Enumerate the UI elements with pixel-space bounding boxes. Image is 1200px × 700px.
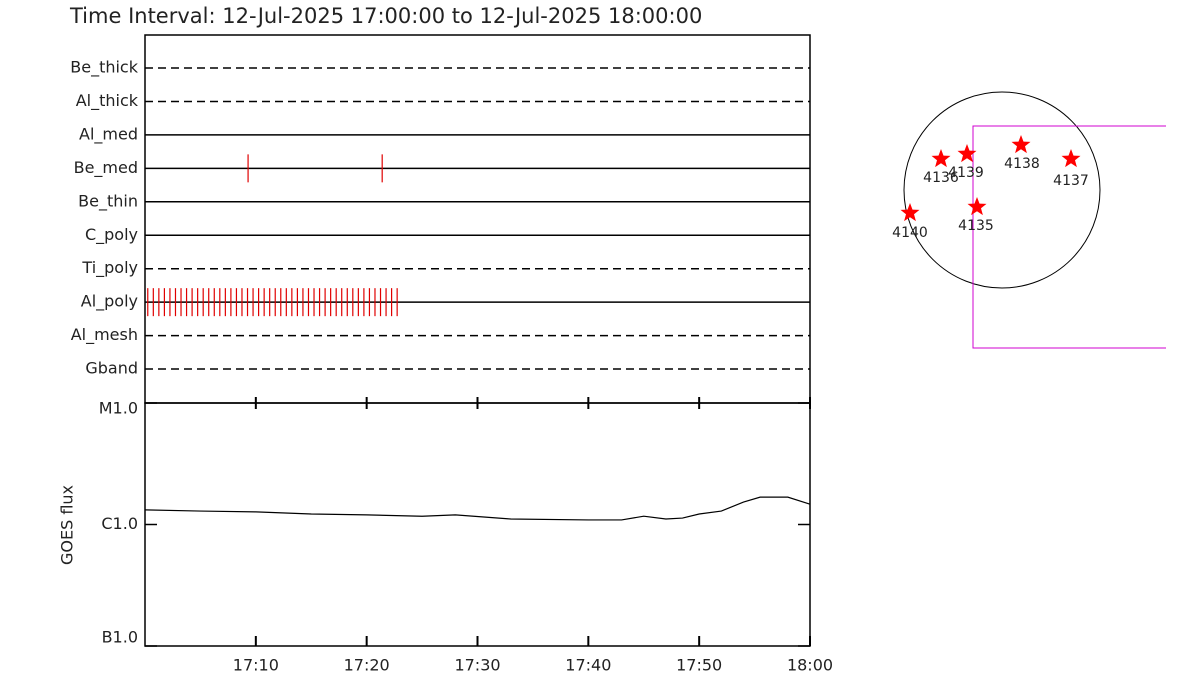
- region-label: 4137: [1053, 173, 1089, 189]
- goes-flux-line: [144, 496, 811, 521]
- filter-label: Al_mesh: [71, 325, 138, 345]
- x-tick-label: 18:00: [787, 656, 833, 675]
- y-tick-label: C1.0: [101, 514, 138, 533]
- x-tick-label: 17:10: [233, 656, 279, 675]
- filter-label: Al_poly: [81, 292, 138, 312]
- filter-label: C_poly: [85, 225, 138, 245]
- region-star: [1011, 135, 1031, 154]
- region-star: [900, 203, 920, 222]
- y-tick-label: M1.0: [99, 399, 138, 418]
- region-star: [967, 197, 987, 216]
- region-star: [957, 144, 977, 163]
- x-tick-label: 17:50: [676, 656, 722, 675]
- filter-label: Be_med: [74, 158, 138, 178]
- filter-label: Gband: [85, 359, 138, 378]
- region-label: 4140: [892, 225, 928, 241]
- field-of-view: [972, 125, 1166, 349]
- filter-label: Al_thick: [76, 91, 139, 111]
- chart-title: Time Interval: 12-Jul-2025 17:00:00 to 1…: [69, 4, 702, 28]
- x-tick-label: 17:40: [565, 656, 611, 675]
- filter-label: Be_thick: [70, 58, 138, 78]
- region-label: 4136: [923, 170, 959, 186]
- filter-label: Be_thin: [78, 191, 138, 211]
- x-tick-label: 17:30: [454, 656, 500, 675]
- region-star: [931, 149, 951, 168]
- solar-disk: [903, 91, 1101, 289]
- region-star: [1061, 149, 1081, 168]
- x-tick-label: 17:20: [344, 656, 390, 675]
- filter-label: Ti_poly: [81, 258, 138, 278]
- region-label: 4135: [958, 218, 994, 234]
- y-tick-label: B1.0: [102, 628, 138, 647]
- y-axis-label: GOES flux: [58, 485, 77, 565]
- filter-label: Al_med: [79, 124, 138, 144]
- region-label: 4139: [948, 165, 984, 181]
- region-label: 4138: [1004, 156, 1040, 172]
